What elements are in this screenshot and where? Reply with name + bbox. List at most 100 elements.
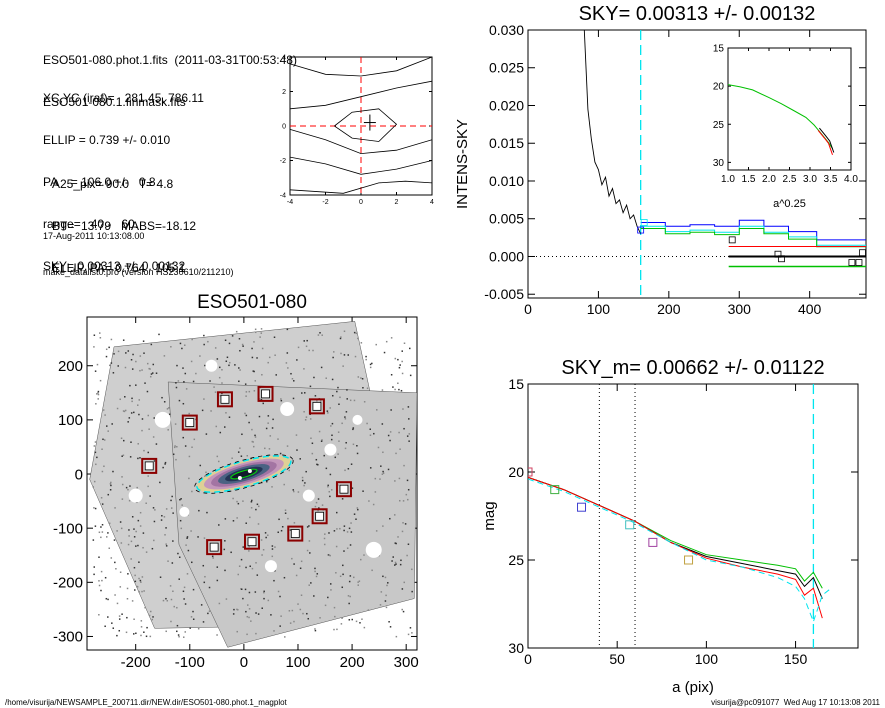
speckle: [129, 384, 131, 387]
speckle: [176, 630, 178, 633]
speckle: [250, 458, 252, 460]
speckle: [305, 416, 308, 418]
speckle: [237, 451, 240, 453]
sky-box-marker: [637, 226, 645, 234]
speckle: [138, 591, 140, 593]
speckle: [140, 634, 142, 637]
speckle: [254, 436, 257, 438]
speckle: [244, 412, 246, 415]
speckle: [320, 440, 323, 443]
speckle: [223, 548, 226, 551]
speckle: [244, 383, 247, 385]
speckle: [141, 590, 143, 593]
speckle: [209, 380, 211, 382]
speckle: [246, 633, 248, 636]
speckle: [405, 493, 408, 496]
speckle: [185, 388, 188, 390]
speckle: [253, 390, 256, 392]
sky-box-inner: [247, 537, 257, 547]
speckle: [216, 455, 219, 458]
speckle: [344, 469, 346, 472]
speckle: [116, 530, 118, 532]
speckle: [341, 422, 343, 425]
speckle: [408, 440, 410, 442]
speckle: [388, 621, 390, 623]
speckle: [320, 366, 323, 369]
speckle: [112, 372, 115, 374]
speckle: [403, 342, 406, 344]
speckle: [260, 539, 263, 541]
speckle: [206, 511, 208, 514]
speckle: [202, 564, 205, 567]
speckle: [251, 499, 253, 502]
speckle: [260, 332, 263, 334]
y-tick-label: 30: [508, 640, 524, 656]
x-tick-label: 300: [728, 301, 752, 317]
speckle: [239, 349, 241, 352]
speckle: [339, 527, 341, 530]
speckle: [203, 398, 205, 400]
speckle: [406, 435, 409, 437]
speckle: [246, 615, 249, 618]
speckle: [164, 534, 166, 536]
speckle: [109, 483, 112, 485]
speckle: [109, 364, 111, 367]
speckle: [402, 522, 404, 524]
speckle: [138, 413, 140, 416]
speckle: [130, 441, 132, 443]
plot-frame: [527, 29, 867, 299]
speckle: [224, 569, 226, 572]
speckle: [277, 590, 280, 593]
speckle: [126, 587, 129, 590]
speckle: [239, 369, 241, 371]
speckle: [274, 354, 276, 356]
speckle: [259, 336, 261, 338]
inner-ellipse: [230, 468, 258, 480]
speckle: [306, 612, 308, 615]
speckle: [238, 367, 240, 369]
speckle: [165, 508, 168, 510]
speckle: [182, 402, 185, 405]
speckle: [242, 597, 244, 600]
speckle: [355, 518, 357, 520]
speckle: [191, 561, 193, 564]
speckle: [369, 467, 372, 469]
sky-box-marker: [728, 236, 736, 244]
speckle: [350, 463, 353, 465]
speckle: [342, 365, 344, 367]
speckle: [105, 355, 108, 358]
speckle: [179, 342, 182, 345]
speckle: [131, 400, 133, 403]
speckle: [139, 579, 142, 582]
sky-box: [206, 539, 223, 556]
speckle: [398, 366, 401, 369]
speckle: [311, 442, 314, 445]
speckle: [248, 608, 251, 610]
speckle: [228, 364, 230, 367]
speckle: [342, 573, 344, 576]
speckle: [375, 530, 378, 532]
speckle: [330, 438, 333, 441]
mag-profile-black: [528, 476, 823, 599]
speckle: [190, 530, 192, 532]
speckle: [349, 399, 352, 402]
speckle: [340, 336, 342, 338]
speckle: [150, 373, 153, 375]
speckle: [94, 451, 97, 454]
speckle: [221, 369, 223, 371]
speckle: [325, 467, 328, 470]
speckle: [104, 576, 107, 579]
speckle: [126, 597, 129, 600]
aperture-marker: [550, 485, 560, 495]
speckle: [160, 519, 163, 521]
speckle: [183, 381, 185, 383]
speckle: [236, 630, 238, 633]
speckle: [143, 449, 145, 452]
sky-box-inner: [290, 529, 300, 538]
sky-value: SKY= 0.00313 +/- 0.00132: [43, 259, 186, 273]
y-tick-label: -200: [53, 575, 83, 592]
speckle: [260, 398, 263, 401]
speckle: [231, 335, 234, 337]
speckle: [339, 575, 342, 578]
speckle: [140, 620, 143, 622]
